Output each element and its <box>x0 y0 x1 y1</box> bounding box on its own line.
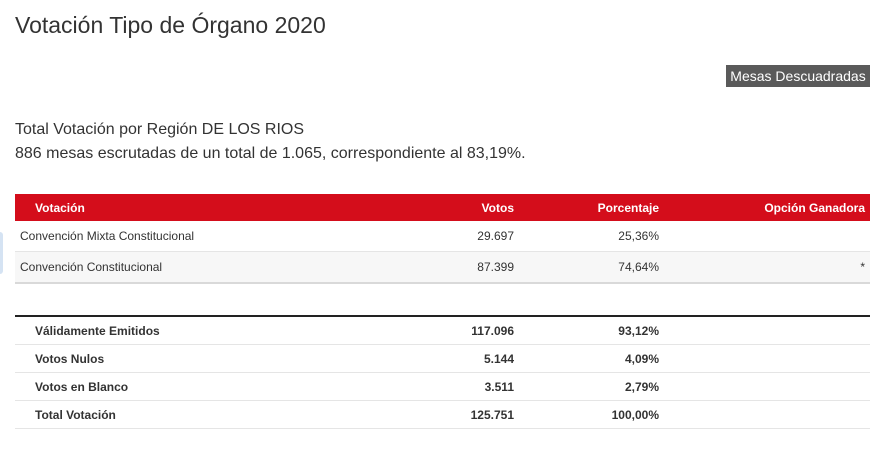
totals-votos: 125.751 <box>405 400 514 429</box>
side-scroll-indicator <box>0 232 3 274</box>
summary-region: Total Votación por Región DE LOS RIOS <box>15 121 305 138</box>
totals-empty <box>659 344 870 373</box>
totals-empty <box>659 372 870 401</box>
totals-empty <box>659 316 870 345</box>
row-ganadora <box>659 221 870 252</box>
row-porcentaje: 74,64% <box>514 251 659 284</box>
totals-label: Votos Nulos <box>15 344 405 373</box>
totals-porcentaje: 2,79% <box>514 372 659 401</box>
totals-porcentaje: 4,09% <box>514 344 659 373</box>
row-votos: 87.399 <box>405 251 514 284</box>
totals-label: Total Votación <box>15 400 405 429</box>
row-option-name: Convención Constitucional <box>15 251 405 284</box>
totals-row: Votos en Blanco 3.511 2,79% <box>15 372 870 401</box>
row-porcentaje: 25,36% <box>514 221 659 252</box>
summary-mesas: 886 mesas escrutadas de un total de 1.06… <box>15 145 526 162</box>
totals-label: Válidamente Emitidos <box>15 316 405 345</box>
totals-empty <box>659 400 870 429</box>
row-option-name: Convención Mixta Constitucional <box>15 221 405 252</box>
page-title: Votación Tipo de Órgano 2020 <box>15 12 326 38</box>
summary: Total Votación por Región DE LOS RIOS 88… <box>15 118 526 166</box>
totals-votos: 117.096 <box>405 316 514 345</box>
header-opcion-ganadora[interactable]: Opción Ganadora <box>764 200 865 215</box>
header-votacion[interactable]: Votación <box>35 200 85 215</box>
totals-votos: 3.511 <box>405 372 514 401</box>
header-porcentaje[interactable]: Porcentaje <box>597 200 659 215</box>
totals-row: Total Votación 125.751 100,00% <box>15 400 870 429</box>
totals-label: Votos en Blanco <box>15 372 405 401</box>
totals-votos: 5.144 <box>405 344 514 373</box>
totals-porcentaje: 100,00% <box>514 400 659 429</box>
header-votos[interactable]: Votos <box>481 200 514 215</box>
row-votos: 29.697 <box>405 221 514 252</box>
results-header-row: Votación Votos Porcentaje Opción Ganador… <box>15 194 870 221</box>
totals-row: Votos Nulos 5.144 4,09% <box>15 344 870 373</box>
mesas-descuadradas-button[interactable]: Mesas Descuadradas <box>726 65 870 87</box>
table-row: Convención Mixta Constitucional 29.697 2… <box>15 221 870 252</box>
table-row: Convención Constitucional 87.399 74,64% … <box>15 251 870 284</box>
totals-row: Válidamente Emitidos 117.096 93,12% <box>15 316 870 345</box>
results-table: Votación Votos Porcentaje Opción Ganador… <box>15 194 870 284</box>
row-ganadora: * <box>659 251 870 284</box>
totals-table: Válidamente Emitidos 117.096 93,12% Voto… <box>15 315 870 429</box>
totals-porcentaje: 93,12% <box>514 316 659 345</box>
